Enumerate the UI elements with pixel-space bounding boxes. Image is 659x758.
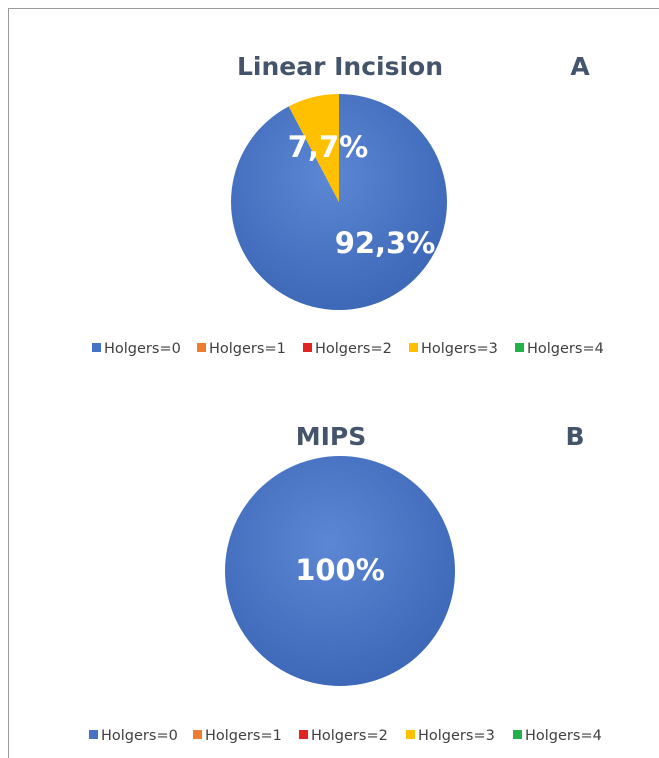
chart-a-legend: Holgers=0 Holgers=1 Holgers=2 Holgers=3 Holg… xyxy=(92,341,604,357)
chart-a-legend-swatch-holgers-3 xyxy=(409,343,418,352)
chart-b-legend-label-holgers-0: Holgers=0 xyxy=(101,728,178,744)
chart-b-legend-label-holgers-1: Holgers=1 xyxy=(205,728,282,744)
chart-a-legend-label-holgers-2: Holgers=2 xyxy=(315,341,392,357)
chart-b-data-label-holgers-0: 100% xyxy=(295,553,385,587)
figure-border-top xyxy=(8,8,659,9)
chart-b-slice-holgers-0 xyxy=(225,456,455,686)
chart-a-legend-label-holgers-3: Holgers=3 xyxy=(421,341,498,357)
chart-a: Linear Incision A 92,3% 7,7% Holgers=0 Ho… xyxy=(92,52,604,357)
chart-b: MIPS B 100% Holgers=0 Holgers=1 Holgers=2 H… xyxy=(89,422,602,744)
chart-b-legend-swatch-holgers-2 xyxy=(299,730,308,739)
chart-b-legend-label-holgers-3: Holgers=3 xyxy=(418,728,495,744)
chart-a-pie xyxy=(230,94,447,310)
chart-b-legend-swatch-holgers-0 xyxy=(89,730,98,739)
chart-a-legend-swatch-holgers-2 xyxy=(303,343,312,352)
chart-a-legend-label-holgers-1: Holgers=1 xyxy=(209,341,286,357)
chart-a-legend-label-holgers-0: Holgers=0 xyxy=(104,341,181,357)
chart-b-legend: Holgers=0 Holgers=1 Holgers=2 Holgers=3 Holg… xyxy=(89,728,602,744)
figure-border-left xyxy=(8,8,9,758)
chart-a-slice-holgers-0 xyxy=(230,94,447,310)
chart-a-title: Linear Incision xyxy=(237,52,443,81)
chart-b-legend-swatch-holgers-3 xyxy=(406,730,415,739)
chart-b-legend-label-holgers-4: Holgers=4 xyxy=(525,728,602,744)
chart-b-legend-label-holgers-2: Holgers=2 xyxy=(311,728,388,744)
chart-b-legend-swatch-holgers-4 xyxy=(513,730,522,739)
chart-a-data-label-holgers-0: 92,3% xyxy=(335,226,436,260)
chart-b-pie xyxy=(225,456,455,686)
chart-b-legend-swatch-holgers-1 xyxy=(193,730,202,739)
chart-a-legend-swatch-holgers-4 xyxy=(515,343,524,352)
chart-a-panel-label: A xyxy=(570,52,590,81)
chart-a-legend-swatch-holgers-0 xyxy=(92,343,101,352)
chart-a-data-label-holgers-3: 7,7% xyxy=(288,130,368,164)
chart-a-slice-holgers-3 xyxy=(288,94,339,202)
chart-a-legend-label-holgers-4: Holgers=4 xyxy=(527,341,604,357)
chart-b-panel-label: B xyxy=(565,422,584,451)
chart-b-title: MIPS xyxy=(296,422,367,451)
chart-a-legend-swatch-holgers-1 xyxy=(197,343,206,352)
